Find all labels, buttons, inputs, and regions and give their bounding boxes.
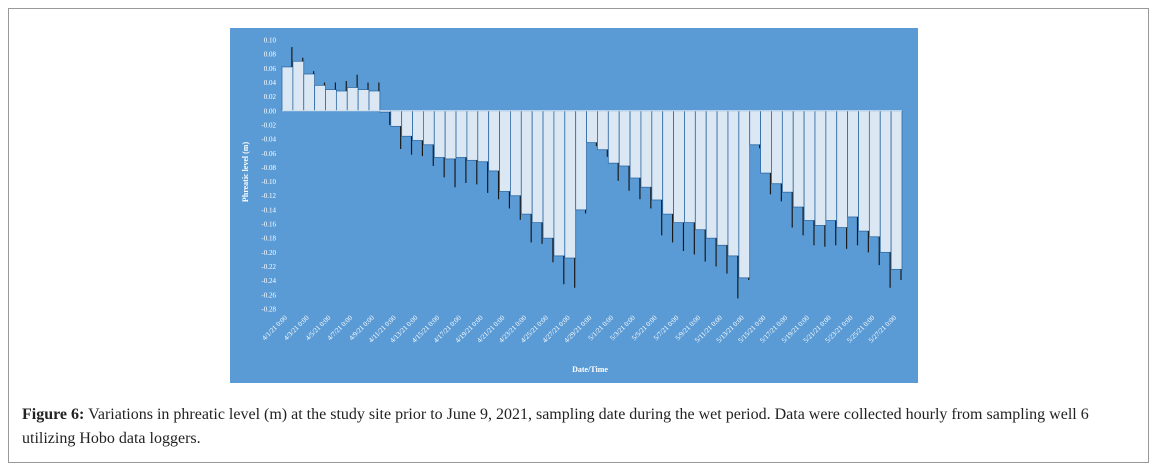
y-tick-label: -0.26 [261, 291, 276, 299]
bar [390, 110, 403, 127]
bar [858, 110, 870, 232]
bar [760, 110, 772, 174]
bar [607, 110, 620, 164]
bar [738, 110, 751, 279]
bar [781, 110, 794, 193]
bar [477, 110, 490, 163]
caption: Figure 6: Variations in phreatic level (… [22, 403, 1132, 451]
bar [455, 110, 468, 158]
bar [531, 110, 544, 224]
bar [499, 110, 511, 192]
bar [325, 89, 337, 112]
bar [423, 110, 435, 146]
y-tick-label: -0.02 [261, 121, 276, 129]
bar [618, 110, 631, 167]
bar [814, 110, 827, 226]
bar [727, 110, 740, 257]
bar [542, 110, 555, 239]
bar [749, 110, 761, 146]
y-tick-label: 0.08 [264, 51, 277, 59]
bar [488, 110, 500, 172]
y-tick-label: -0.10 [261, 178, 276, 186]
y-tick-label: 0.06 [264, 65, 277, 73]
y-tick-label: -0.12 [261, 192, 276, 200]
bar [673, 110, 685, 224]
y-tick-label: -0.06 [261, 150, 276, 158]
bar [444, 110, 457, 160]
bar [575, 110, 587, 211]
bar [510, 110, 522, 197]
figure-frame [8, 8, 1149, 463]
y-tick-label: 0.04 [264, 79, 277, 87]
bar [281, 66, 294, 112]
bar [629, 110, 642, 179]
bar [890, 110, 903, 270]
bar [564, 110, 577, 259]
bar [368, 90, 381, 112]
bar [433, 110, 446, 158]
bar [825, 110, 838, 221]
bar [879, 110, 892, 253]
y-tick-label: -0.22 [261, 263, 276, 271]
bar [836, 110, 849, 228]
bar [357, 89, 370, 112]
bar [868, 110, 881, 238]
chart: Phreatic level (m) Date/Time 0.10 0.08 0.0… [230, 28, 918, 383]
bar [553, 110, 566, 257]
y-tick-label: -0.28 [261, 306, 276, 314]
bar [705, 110, 718, 239]
bar [292, 60, 305, 112]
bar [694, 110, 707, 231]
y-tick-label: -0.18 [261, 235, 276, 243]
bar [314, 84, 326, 112]
bar [803, 110, 816, 221]
bar [303, 73, 316, 112]
bar [651, 110, 664, 201]
x-axis-label: Date/Time [572, 365, 608, 374]
bar [346, 87, 359, 112]
bar [401, 110, 413, 137]
y-tick-label: 0.10 [264, 37, 277, 45]
y-tick-label: -0.20 [261, 249, 276, 257]
bar [792, 110, 805, 208]
y-tick-label: 0.00 [264, 107, 277, 115]
bar [662, 110, 674, 215]
bar [847, 110, 859, 218]
bar [684, 110, 696, 224]
bar [586, 110, 598, 144]
bar [335, 90, 348, 112]
y-tick-label: -0.14 [261, 206, 276, 214]
bar [412, 110, 424, 141]
y-tick-label: -0.08 [261, 164, 276, 172]
bar [597, 110, 609, 151]
y-tick-label: -0.16 [261, 221, 276, 229]
y-tick-label: -0.24 [261, 277, 276, 285]
y-tick-label: 0.02 [264, 93, 277, 101]
bar [640, 110, 653, 188]
caption-text: Variations in phreatic level (m) at the … [22, 406, 1089, 447]
bar [520, 110, 533, 215]
bar [771, 110, 783, 185]
caption-label: Figure 6: [22, 406, 85, 423]
y-axis-label: Phreatic level (m) [241, 142, 250, 203]
bar [716, 110, 729, 246]
bar [466, 110, 479, 161]
y-tick-label: -0.04 [261, 136, 276, 144]
